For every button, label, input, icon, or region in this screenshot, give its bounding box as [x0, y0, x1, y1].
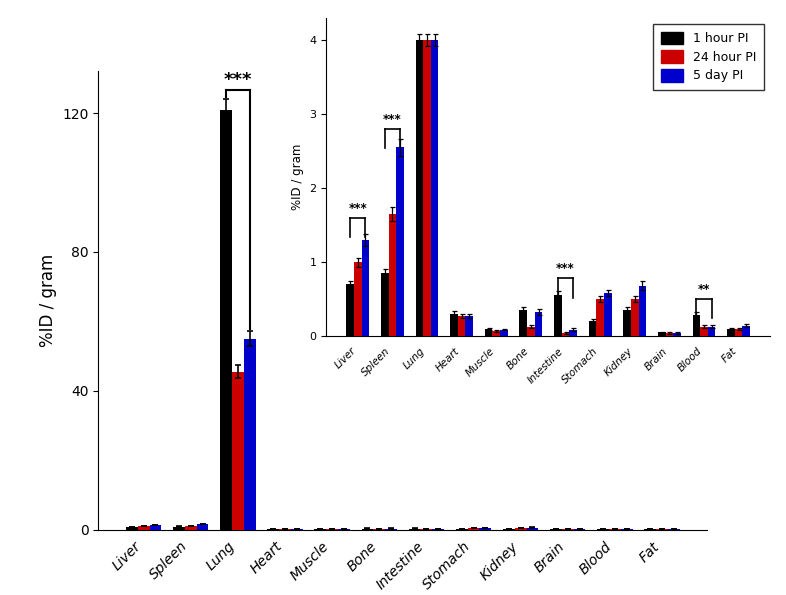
Bar [450, 314, 458, 336]
Text: ***: *** [224, 71, 252, 89]
Bar [708, 327, 715, 336]
Bar [465, 316, 473, 336]
Bar [409, 528, 421, 530]
Bar [589, 321, 597, 336]
Bar [666, 333, 674, 336]
Bar [354, 262, 362, 336]
Legend: 1 hour PI, 24 hour PI, 5 day PI: 1 hour PI, 24 hour PI, 5 day PI [653, 24, 764, 90]
Y-axis label: %ID / gram: %ID / gram [291, 144, 303, 210]
Y-axis label: %ID / gram: %ID / gram [39, 254, 57, 347]
Bar [631, 299, 638, 336]
Bar [196, 524, 208, 530]
Bar [220, 109, 232, 530]
Bar [727, 329, 735, 336]
Bar [232, 372, 244, 530]
Bar [381, 273, 388, 336]
Bar [493, 331, 500, 336]
Bar [416, 40, 423, 336]
Bar [479, 528, 491, 530]
Bar [527, 528, 538, 530]
Bar [623, 310, 631, 336]
Bar [500, 330, 508, 336]
Bar [520, 310, 527, 336]
Bar [138, 526, 149, 530]
Bar [562, 333, 569, 336]
Bar [554, 296, 562, 336]
Bar [527, 327, 534, 336]
Text: ***: *** [556, 262, 575, 275]
Bar [347, 284, 354, 336]
Bar [362, 528, 373, 530]
Bar [149, 525, 161, 530]
Text: **: ** [698, 283, 711, 296]
Bar [431, 40, 439, 336]
Bar [396, 148, 404, 336]
Bar [468, 528, 479, 530]
Bar [638, 286, 646, 336]
Bar [604, 293, 612, 336]
Bar [458, 316, 465, 336]
Bar [674, 333, 681, 336]
Bar [126, 527, 138, 530]
Bar [743, 326, 750, 336]
Bar [388, 214, 396, 336]
Bar [658, 333, 666, 336]
Bar [173, 527, 185, 530]
Bar [244, 339, 255, 530]
Bar [515, 528, 527, 530]
Bar [362, 240, 369, 336]
Bar [385, 528, 397, 530]
Bar [692, 315, 700, 336]
Text: ***: *** [348, 202, 367, 215]
Bar [485, 329, 493, 336]
Bar [735, 329, 743, 336]
Bar [597, 299, 604, 336]
Bar [423, 40, 431, 336]
Bar [569, 330, 577, 336]
Bar [534, 312, 542, 336]
Text: ***: *** [383, 112, 402, 126]
Bar [185, 526, 196, 530]
Bar [700, 327, 708, 336]
